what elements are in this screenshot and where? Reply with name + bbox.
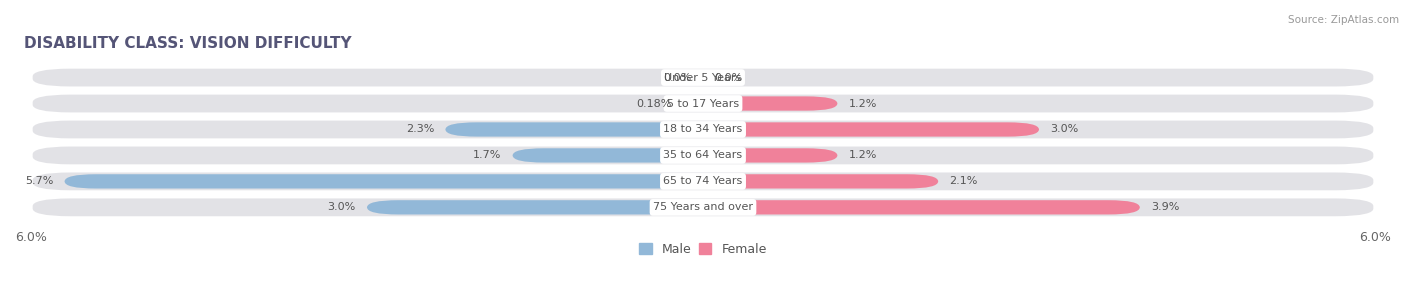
Text: 75 Years and over: 75 Years and over (652, 202, 754, 212)
Text: 0.0%: 0.0% (664, 73, 692, 83)
FancyBboxPatch shape (703, 96, 838, 111)
Text: 3.0%: 3.0% (1050, 124, 1078, 134)
FancyBboxPatch shape (31, 93, 1375, 114)
Text: Source: ZipAtlas.com: Source: ZipAtlas.com (1288, 15, 1399, 25)
Text: Under 5 Years: Under 5 Years (665, 73, 741, 83)
Text: 5.7%: 5.7% (25, 176, 53, 186)
FancyBboxPatch shape (31, 119, 1375, 140)
FancyBboxPatch shape (31, 171, 1375, 192)
Text: 65 to 74 Years: 65 to 74 Years (664, 176, 742, 186)
FancyBboxPatch shape (31, 145, 1375, 166)
Text: 1.2%: 1.2% (849, 150, 877, 161)
FancyBboxPatch shape (31, 197, 1375, 218)
Text: 35 to 64 Years: 35 to 64 Years (664, 150, 742, 161)
FancyBboxPatch shape (513, 148, 703, 163)
FancyBboxPatch shape (446, 122, 703, 136)
FancyBboxPatch shape (703, 200, 1140, 215)
Text: 3.0%: 3.0% (328, 202, 356, 212)
FancyBboxPatch shape (703, 122, 1039, 136)
Text: 1.7%: 1.7% (472, 150, 502, 161)
FancyBboxPatch shape (31, 67, 1375, 88)
Text: 18 to 34 Years: 18 to 34 Years (664, 124, 742, 134)
FancyBboxPatch shape (672, 96, 714, 111)
Text: DISABILITY CLASS: VISION DIFFICULTY: DISABILITY CLASS: VISION DIFFICULTY (24, 36, 351, 51)
Text: 0.18%: 0.18% (637, 98, 672, 109)
FancyBboxPatch shape (65, 174, 703, 188)
Text: 3.9%: 3.9% (1152, 202, 1180, 212)
FancyBboxPatch shape (703, 174, 938, 188)
Text: 2.3%: 2.3% (406, 124, 434, 134)
Text: 5 to 17 Years: 5 to 17 Years (666, 98, 740, 109)
Text: 2.1%: 2.1% (949, 176, 977, 186)
Text: 0.0%: 0.0% (714, 73, 742, 83)
Legend: Male, Female: Male, Female (640, 243, 766, 256)
FancyBboxPatch shape (703, 148, 838, 163)
Text: 1.2%: 1.2% (849, 98, 877, 109)
FancyBboxPatch shape (367, 200, 703, 215)
